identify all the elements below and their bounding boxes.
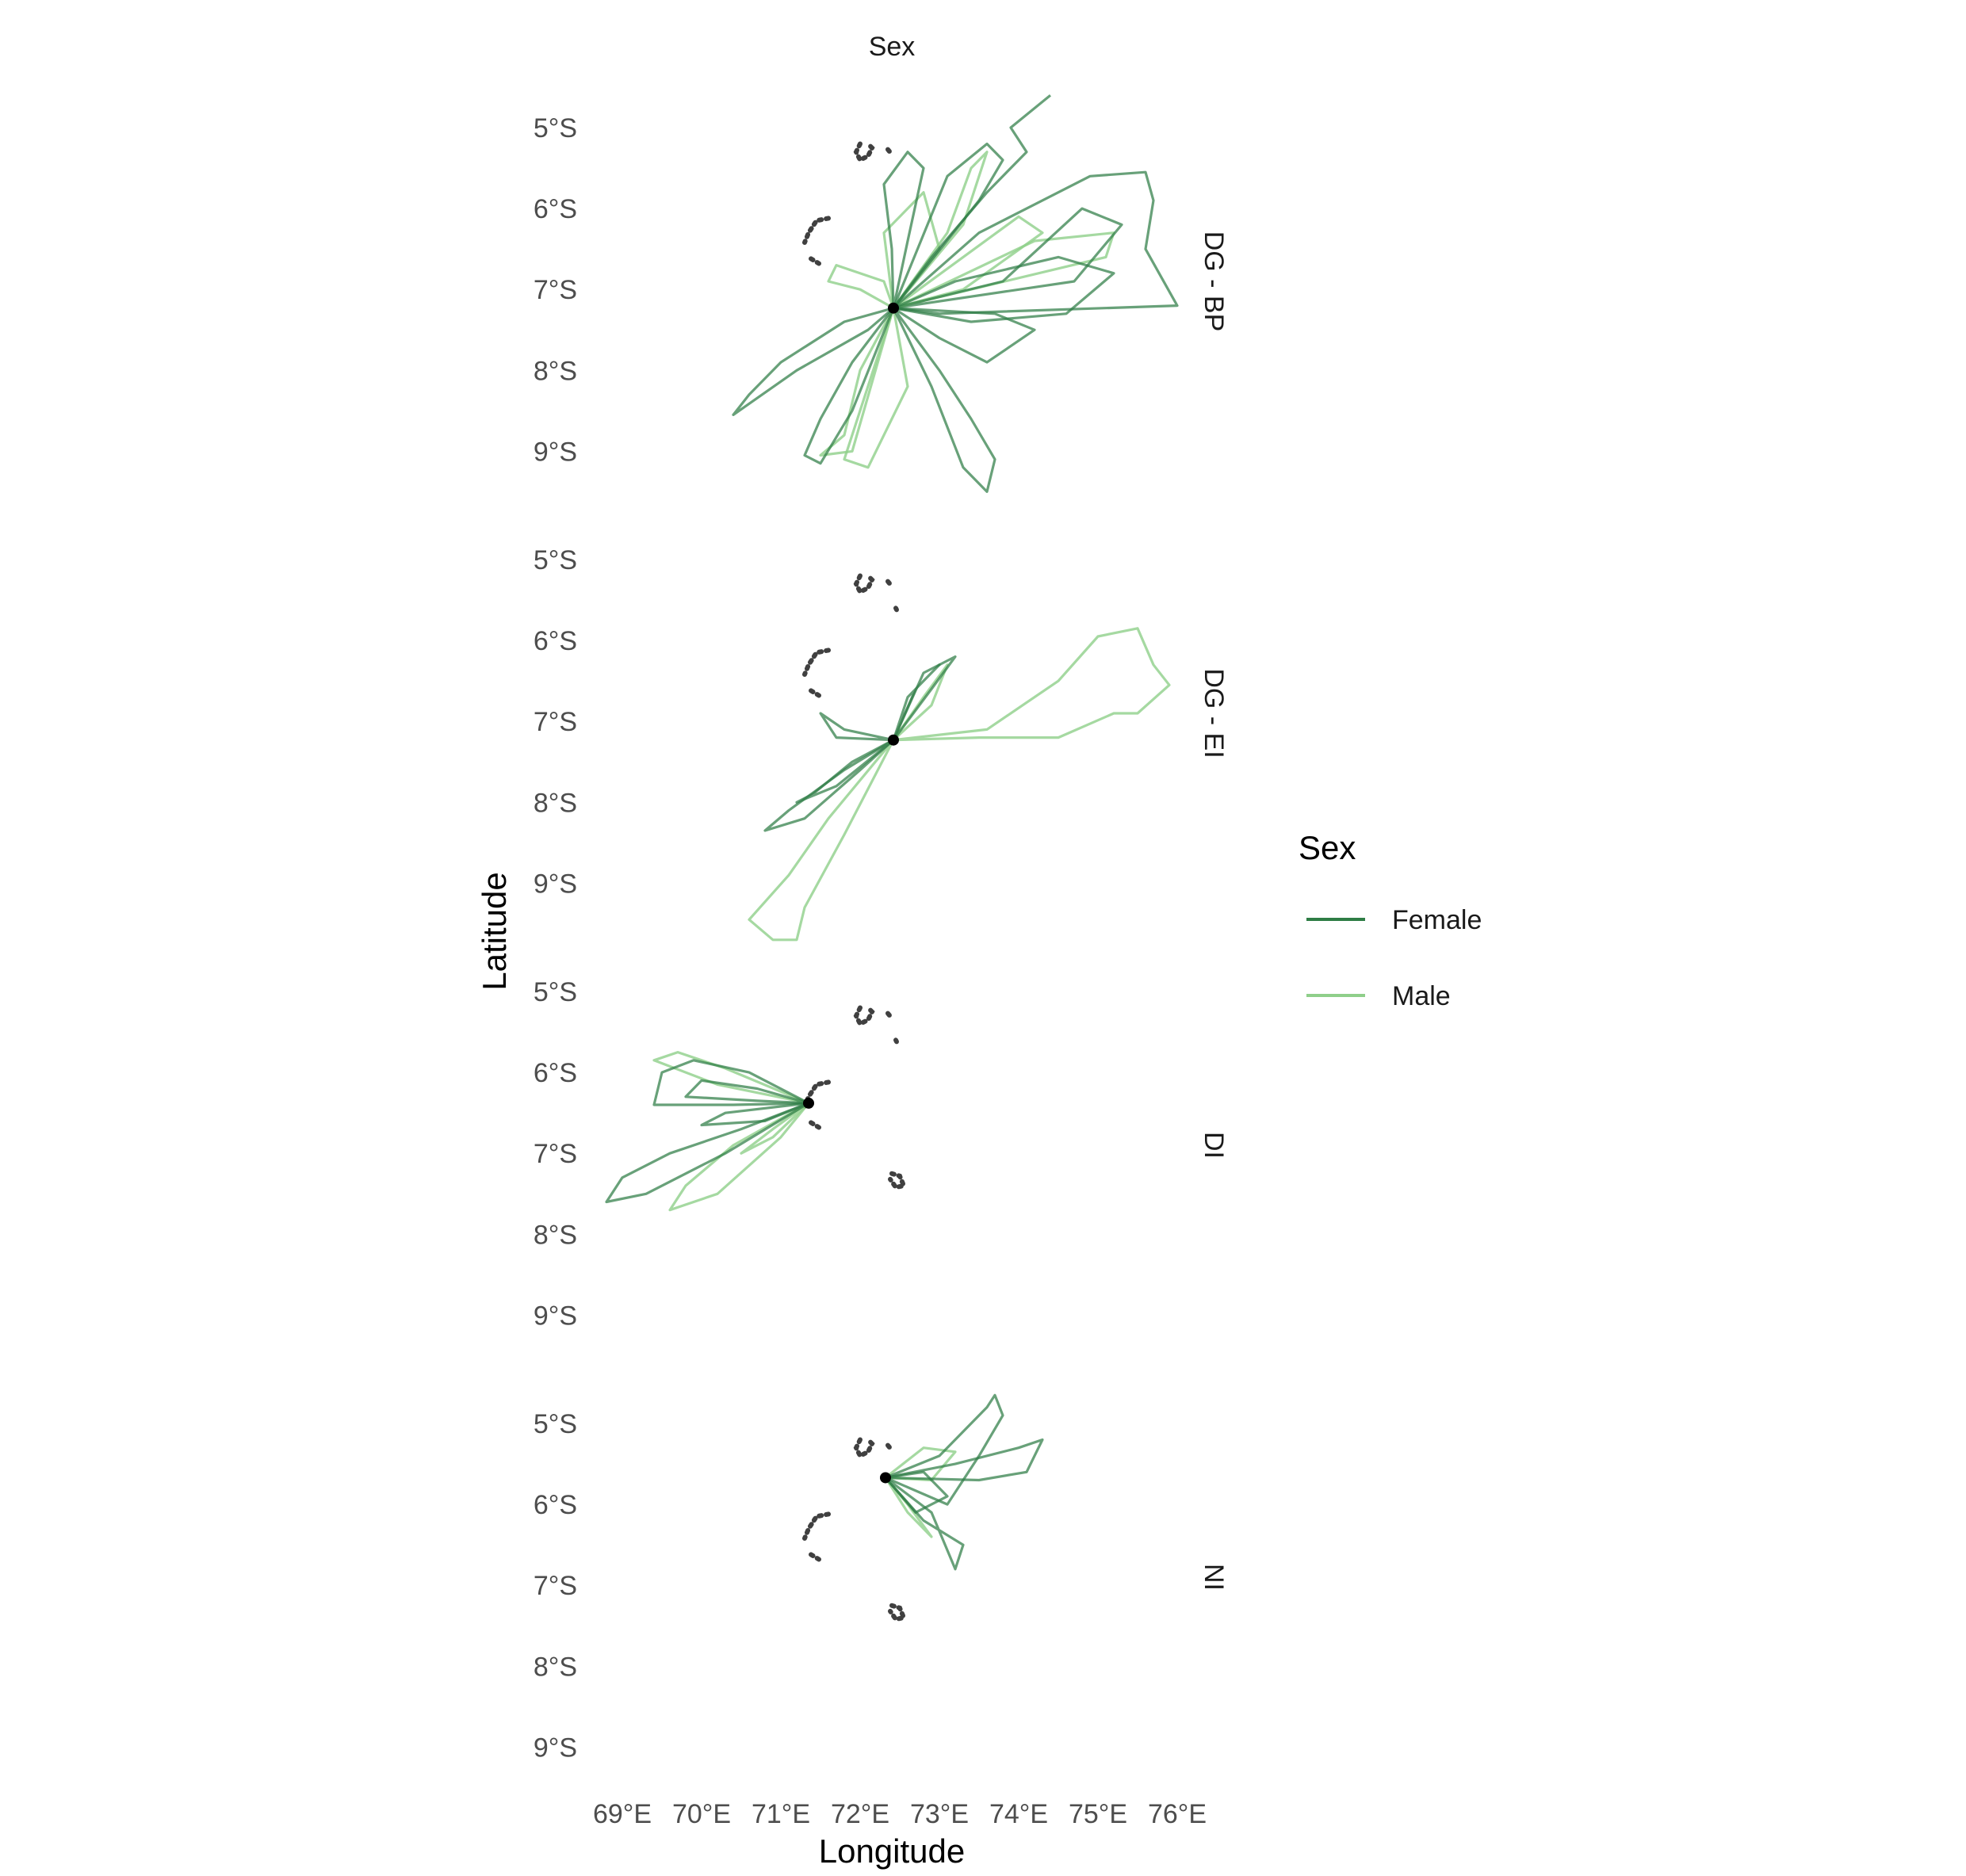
track-female	[892, 142, 1004, 309]
island-north-small	[885, 147, 894, 157]
track-female	[892, 663, 941, 741]
strip-label-ni: NI	[1199, 1564, 1229, 1591]
y-tick-label: 6°S	[534, 626, 577, 656]
x-tick-label: 71°E	[752, 1799, 810, 1829]
track-male	[748, 739, 895, 942]
island-west-bottom	[809, 688, 821, 698]
y-tick-label: 7°S	[534, 707, 577, 737]
y-tick-label: 5°S	[534, 1409, 577, 1439]
track-female	[882, 151, 925, 309]
track-female	[892, 170, 1179, 315]
y-tick-label: 5°S	[534, 977, 577, 1007]
island-west-arc	[802, 216, 831, 245]
x-tick-label: 73°E	[910, 1799, 969, 1829]
y-tick-label: 8°S	[534, 1652, 577, 1682]
island-south	[888, 1603, 908, 1622]
track-female	[803, 307, 895, 465]
panels-layer: 5°S 6°S 7°S 8°S 9°S DG - BP 5°S 6°S 7°S 8°S 9°S DG …	[534, 94, 1229, 1829]
track-male	[740, 1102, 810, 1155]
island-north	[853, 1005, 875, 1027]
island-north-dot	[893, 1037, 899, 1045]
track-female	[684, 1079, 809, 1105]
y-tick-label: 8°S	[534, 788, 577, 818]
legend: Sex Female Male	[1299, 829, 1482, 1011]
track-female	[884, 1477, 965, 1571]
track-female	[892, 655, 957, 741]
island-west-bottom	[809, 256, 821, 266]
track-female	[885, 1438, 1044, 1482]
track-female	[893, 307, 1036, 364]
legend-title: Sex	[1299, 829, 1356, 866]
track-male	[827, 264, 895, 310]
x-tick-label: 76°E	[1148, 1799, 1207, 1829]
island-north	[853, 1437, 875, 1459]
track-female	[795, 739, 895, 804]
x-tick-label: 69°E	[593, 1799, 652, 1829]
y-tick-label: 9°S	[534, 1301, 577, 1331]
track-female	[605, 1102, 809, 1204]
island-west-bottom	[809, 1120, 821, 1130]
colony-point	[888, 734, 899, 746]
y-tick-label: 7°S	[534, 275, 577, 305]
track-female	[892, 94, 1052, 309]
strip-label-dg-ei: DG - EI	[1199, 668, 1229, 758]
x-tick-label: 74°E	[989, 1799, 1048, 1829]
panel-dg-bp: 5°S 6°S 7°S 8°S 9°S DG - BP	[534, 94, 1229, 494]
track-female	[884, 1470, 949, 1514]
legend-label-male: Male	[1392, 981, 1451, 1011]
y-tick-label: 6°S	[534, 1058, 577, 1088]
island-north-small	[885, 579, 894, 589]
y-tick-label: 5°S	[534, 113, 577, 143]
panel-ni: 5°S 6°S 7°S 8°S 9°S NI	[534, 1393, 1229, 1763]
track-female	[893, 255, 1115, 323]
island-south	[888, 1171, 908, 1190]
island-north-dot	[893, 606, 899, 613]
track-female	[652, 1059, 809, 1106]
y-tick-label: 5°S	[534, 545, 577, 575]
y-axis-title: Latitude	[476, 872, 513, 990]
island-north-small	[885, 1011, 894, 1021]
x-tick-label: 72°E	[831, 1799, 889, 1829]
track-female	[885, 1393, 1004, 1506]
track-female	[892, 307, 996, 494]
track-female	[732, 307, 895, 417]
panel-di: 5°S 6°S 7°S 8°S 9°S DI	[534, 977, 1229, 1331]
track-male	[668, 1102, 810, 1212]
chart-title: Sex	[869, 32, 916, 62]
panel-dg-ei: 5°S 6°S 7°S 8°S 9°S DG - EI	[534, 545, 1229, 942]
colony-point	[880, 1472, 891, 1484]
strip-label-dg-bp: DG - BP	[1199, 231, 1229, 332]
legend-label-female: Female	[1392, 905, 1482, 935]
y-tick-label: 6°S	[534, 1490, 577, 1520]
track-male	[893, 215, 1044, 310]
y-tick-label: 6°S	[534, 194, 577, 224]
track-female	[893, 207, 1123, 310]
island-west-arc	[802, 1511, 831, 1541]
y-tick-label: 9°S	[534, 869, 577, 899]
x-tick-label: 70°E	[672, 1799, 731, 1829]
track-male	[893, 627, 1171, 742]
y-tick-label: 9°S	[534, 437, 577, 467]
strip-label-di: DI	[1199, 1132, 1229, 1159]
y-tick-label: 7°S	[534, 1571, 577, 1601]
island-west-arc	[802, 648, 831, 677]
colony-point	[888, 302, 899, 314]
track-male	[843, 308, 909, 469]
island-west-bottom	[809, 1552, 821, 1562]
track-female	[819, 712, 894, 742]
y-tick-label: 8°S	[534, 1220, 577, 1250]
track-male	[652, 1050, 809, 1105]
island-north-small	[885, 1442, 894, 1453]
colony-point	[803, 1097, 814, 1109]
y-tick-label: 7°S	[534, 1139, 577, 1169]
y-tick-label: 8°S	[534, 356, 577, 386]
y-tick-label: 9°S	[534, 1733, 577, 1763]
x-tick-label: 75°E	[1069, 1799, 1127, 1829]
track-female	[700, 1102, 809, 1127]
x-axis-title: Longitude	[819, 1832, 966, 1870]
island-north	[853, 573, 875, 595]
island-north	[853, 141, 875, 163]
